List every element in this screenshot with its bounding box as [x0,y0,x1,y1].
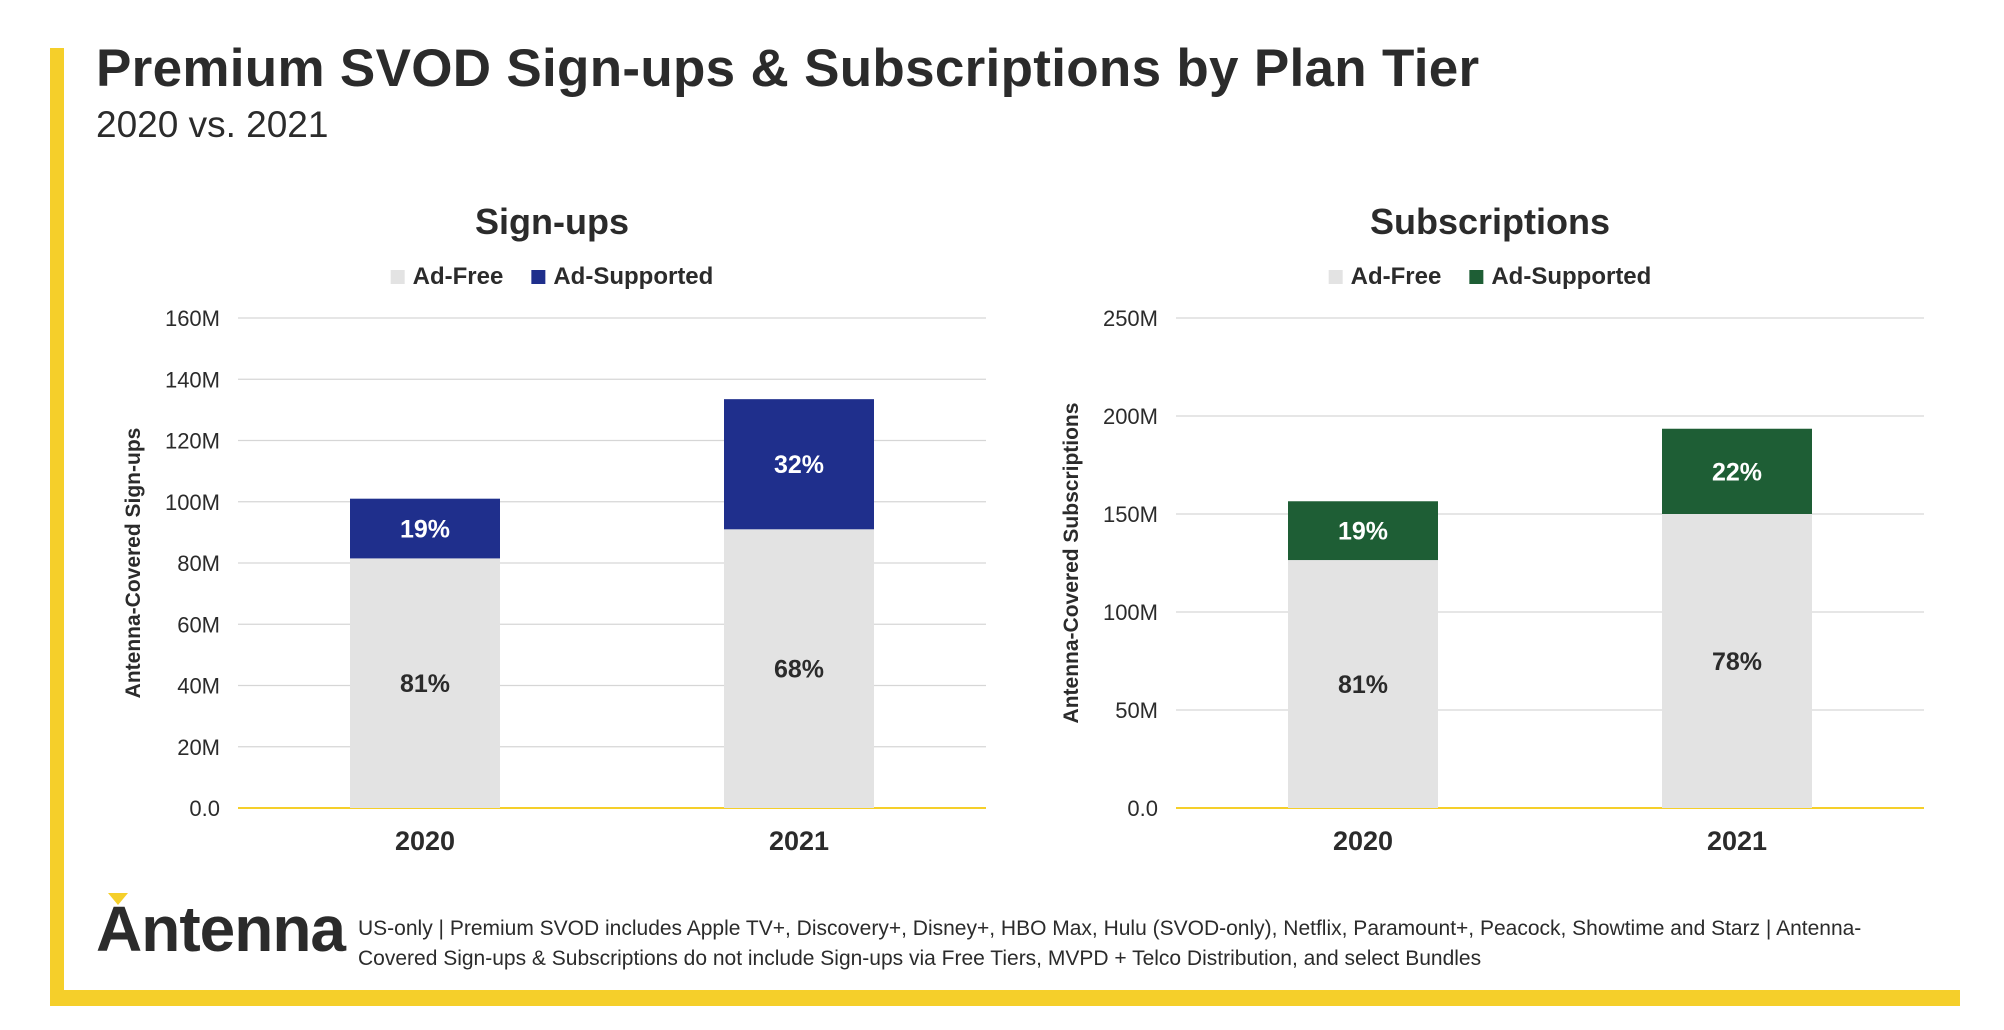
bar-ad-supported-2020 [350,498,500,559]
legend-swatch-ad-supported [531,270,546,284]
y-tick-label: 80M [177,551,220,576]
y-tick-label: 20M [177,735,220,760]
bar-ad-supported-2021 [1662,428,1812,514]
y-tick-label: 50M [1115,698,1158,723]
legend-swatch-ad-free [390,270,405,284]
y-tick-label: 120M [165,429,220,454]
y-tick-label: 40M [177,674,220,699]
bar-ad-free-2021 [724,529,874,808]
bar-ad-free-2020 [350,558,500,808]
data-label: 68% [774,656,824,684]
subscriptions-chart: Subscriptions Ad-Free Ad-Supported 0.0 50M 10… [1060,201,1924,856]
data-label: 19% [400,516,450,544]
chart-title: Sign-ups [475,201,629,242]
chart-title: Subscriptions [1370,201,1610,242]
data-label: 32% [774,451,824,479]
data-label: 81% [400,670,450,698]
bar-ad-free-2021 [1662,514,1812,808]
frame-left-accent [50,48,64,1006]
y-tick-label: 0.0 [189,796,220,821]
y-tick-label: 140M [165,367,220,392]
page-subtitle: 2020 vs. 2021 [96,104,329,145]
data-label: 19% [1338,518,1388,546]
bar-ad-supported-2021 [724,399,874,530]
bar-ad-free-2020 [1288,560,1438,808]
y-tick-label: 250M [1103,306,1158,331]
y-tick-label: 200M [1103,404,1158,429]
legend-swatch-ad-free [1328,270,1343,284]
data-label: 78% [1712,648,1762,676]
y-axis-label: Antenna-Covered Sign-ups [122,428,145,699]
x-tick-label: 2021 [1707,826,1767,856]
data-label: 81% [1338,671,1388,699]
y-tick-label: 160M [165,306,220,331]
legend-label-ad-free: Ad-Free [413,263,504,290]
signups-chart: Sign-ups Ad-Free Ad-Supported 0.0 20M 40M 60M 8… [122,201,986,856]
x-tick-label: 2021 [769,826,829,856]
legend-label-ad-supported: Ad-Supported [1491,263,1651,290]
footnote: US-only | Premium SVOD includes Apple TV… [358,917,1862,970]
y-axis-label: Antenna-Covered Subscriptions [1060,403,1083,724]
antenna-logo: Antenna [96,893,346,965]
frame-bottom-accent [50,990,1960,1006]
legend-label-ad-supported: Ad-Supported [553,263,713,290]
page-title: Premium SVOD Sign-ups & Subscriptions by… [96,39,1480,98]
y-tick-label: 0.0 [1127,796,1158,821]
legend-swatch-ad-supported [1469,270,1484,284]
bar-ad-supported-2020 [1288,501,1438,561]
y-tick-label: 150M [1103,502,1158,527]
y-tick-label: 60M [177,612,220,637]
y-tick-label: 100M [165,490,220,515]
data-label: 22% [1712,458,1762,486]
x-tick-label: 2020 [395,826,455,856]
y-tick-label: 100M [1103,600,1158,625]
legend-label-ad-free: Ad-Free [1351,263,1442,290]
x-tick-label: 2020 [1333,826,1393,856]
antenna-logo-mark-icon [108,893,128,905]
